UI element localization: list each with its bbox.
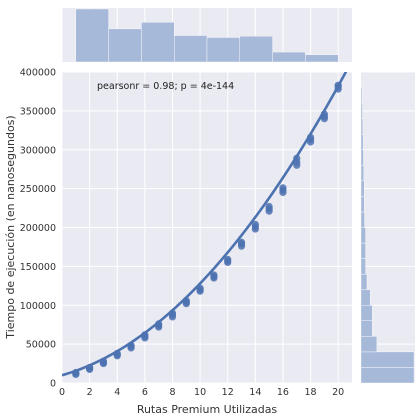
y-hist-bar	[361, 274, 367, 290]
y-axis-label: Tiempo de ejecución (en nanosegundos)	[4, 115, 17, 339]
x-hist-bar	[207, 37, 240, 62]
y-hist-bar	[361, 150, 363, 166]
scatter-point	[183, 297, 190, 304]
y-hist-bar	[361, 196, 364, 212]
y-hist-bar	[361, 103, 362, 119]
scatter-point	[169, 309, 176, 316]
y-hist-bar	[361, 321, 372, 337]
x-hist-bar	[109, 29, 142, 62]
scatter-point	[196, 285, 203, 292]
scatter-point	[266, 203, 273, 210]
scatter-point	[86, 364, 93, 371]
x-tick-label: 0	[59, 387, 65, 398]
x-tick-label: 10	[194, 387, 206, 398]
y-hist-bar	[361, 88, 362, 104]
scatter-point	[238, 239, 245, 246]
x-axis-label: Rutas Premium Utilizadas	[137, 403, 278, 416]
y-tick-label: 0	[50, 379, 56, 390]
y-tick-label: 400000	[20, 68, 56, 79]
y-hist-bar	[361, 165, 364, 181]
scatter-point	[224, 256, 231, 263]
scatter-point	[210, 271, 217, 278]
x-tick-label: 6	[142, 387, 148, 398]
x-tick-label: 8	[169, 387, 175, 398]
y-hist-bar	[361, 243, 366, 259]
scatter-point	[141, 331, 148, 338]
x-hist-bar	[273, 52, 306, 62]
y-hist-bar	[361, 352, 414, 368]
x-hist-bar	[240, 36, 273, 62]
x-tick-label: 2	[87, 387, 93, 398]
y-tick-label: 150000	[20, 262, 56, 273]
y-hist-bar	[361, 212, 365, 228]
x-tick-label: 16	[277, 387, 289, 398]
x-tick-label: 12	[222, 387, 234, 398]
scatter-point	[114, 350, 121, 357]
y-hist-bar	[361, 305, 372, 321]
x-hist-bar	[174, 36, 207, 63]
scatter-point	[293, 155, 300, 162]
y-hist-bar	[361, 134, 363, 150]
y-tick-label: 250000	[20, 184, 56, 195]
y-hist-bar	[361, 336, 377, 352]
y-hist-bar	[361, 181, 364, 197]
x-tick-label: 4	[114, 387, 120, 398]
y-tick-label: 50000	[26, 340, 56, 351]
x-tick-label: 20	[332, 387, 344, 398]
y-hist-bar	[361, 119, 363, 135]
y-hist-bar	[361, 259, 366, 275]
scatter-point	[72, 369, 79, 376]
y-tick-label: 350000	[20, 106, 56, 117]
scatter-point	[321, 110, 328, 117]
scatter-point	[279, 184, 286, 191]
x-hist-bar	[141, 22, 174, 62]
x-tick-label: 18	[305, 387, 317, 398]
scatter-point	[155, 320, 162, 327]
x-hist-bar	[305, 55, 338, 62]
scatter-point	[252, 221, 259, 228]
scatter-point	[335, 82, 342, 89]
scatter-point	[127, 342, 134, 349]
y-tick-label: 100000	[20, 301, 56, 312]
y-hist-bar	[361, 290, 370, 306]
y-tick-label: 300000	[20, 145, 56, 156]
pearsonr-annotation: pearsonr = 0.98; p = 4e-144	[97, 81, 234, 92]
y-hist-bar	[361, 367, 414, 383]
x-tick-label: 14	[249, 387, 261, 398]
x-hist-bar	[76, 9, 109, 62]
y-tick-label: 200000	[20, 223, 56, 234]
scatter-point	[100, 358, 107, 365]
scatter-point	[307, 134, 314, 141]
y-hist-bar	[361, 228, 366, 244]
